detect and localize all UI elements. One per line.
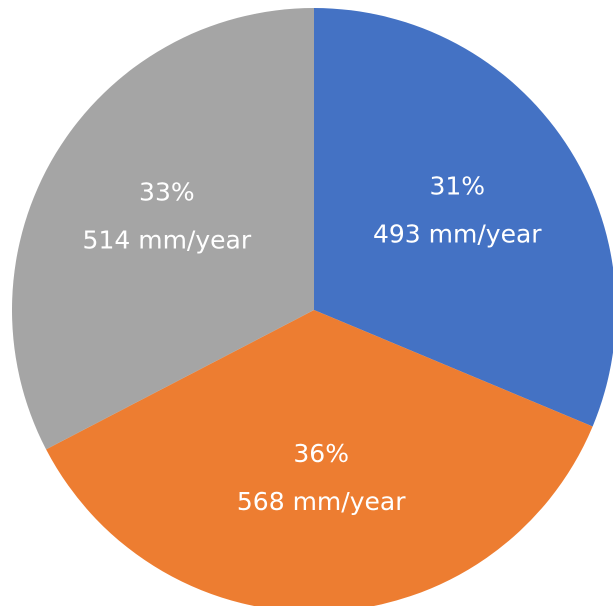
pie-slice	[314, 8, 613, 427]
pie-labels: 31% 493 mm/year 36% 568 mm/year 33% 514 mm/ye…	[83, 172, 543, 516]
slice-value-label: 514 mm/year	[83, 226, 252, 255]
slice-percent-label: 33%	[139, 178, 195, 207]
pie-slice	[11, 8, 315, 450]
pie-slice	[46, 310, 593, 606]
slice-percent-label: 31%	[429, 172, 485, 201]
pie-slices	[11, 8, 613, 606]
slice-value-label: 568 mm/year	[237, 487, 406, 516]
slice-percent-label: 36%	[293, 439, 349, 468]
slice-value-label: 493 mm/year	[373, 220, 542, 249]
